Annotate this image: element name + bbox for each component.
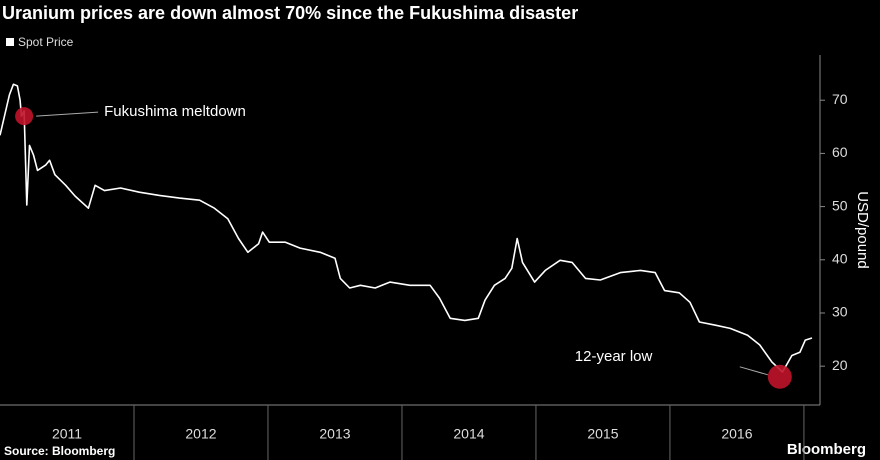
y-tick-label: 50 [832,197,848,213]
chart-title: Uranium prices are down almost 70% since… [2,3,578,23]
x-tick-label: 2015 [587,426,618,442]
legend-swatch [6,38,14,46]
x-tick-label: 2013 [319,426,350,442]
annotation-leader [36,111,99,117]
y-tick-label: 60 [832,144,848,160]
annotation-leader [739,366,768,376]
y-tick-label: 40 [832,250,848,266]
annotation-text: 12-year low [575,348,653,365]
x-tick-label: 2012 [185,426,216,442]
y-tick-label: 20 [832,357,848,373]
annotation-text: Fukushima meltdown [104,103,246,120]
x-tick-label: 2014 [453,426,484,442]
legend-label: Spot Price [18,35,74,49]
x-tick-label: 2016 [721,426,752,442]
source: Source: Bloomberg [4,444,115,458]
price-line [0,83,813,373]
annotation-marker [15,107,34,126]
y-axis-label: USD/pound [854,191,871,269]
brand: Bloomberg [787,441,866,458]
y-tick-label: 30 [832,304,848,320]
x-tick-label: 2011 [52,426,82,442]
annotation-marker [767,364,792,389]
y-tick-label: 70 [832,91,848,107]
